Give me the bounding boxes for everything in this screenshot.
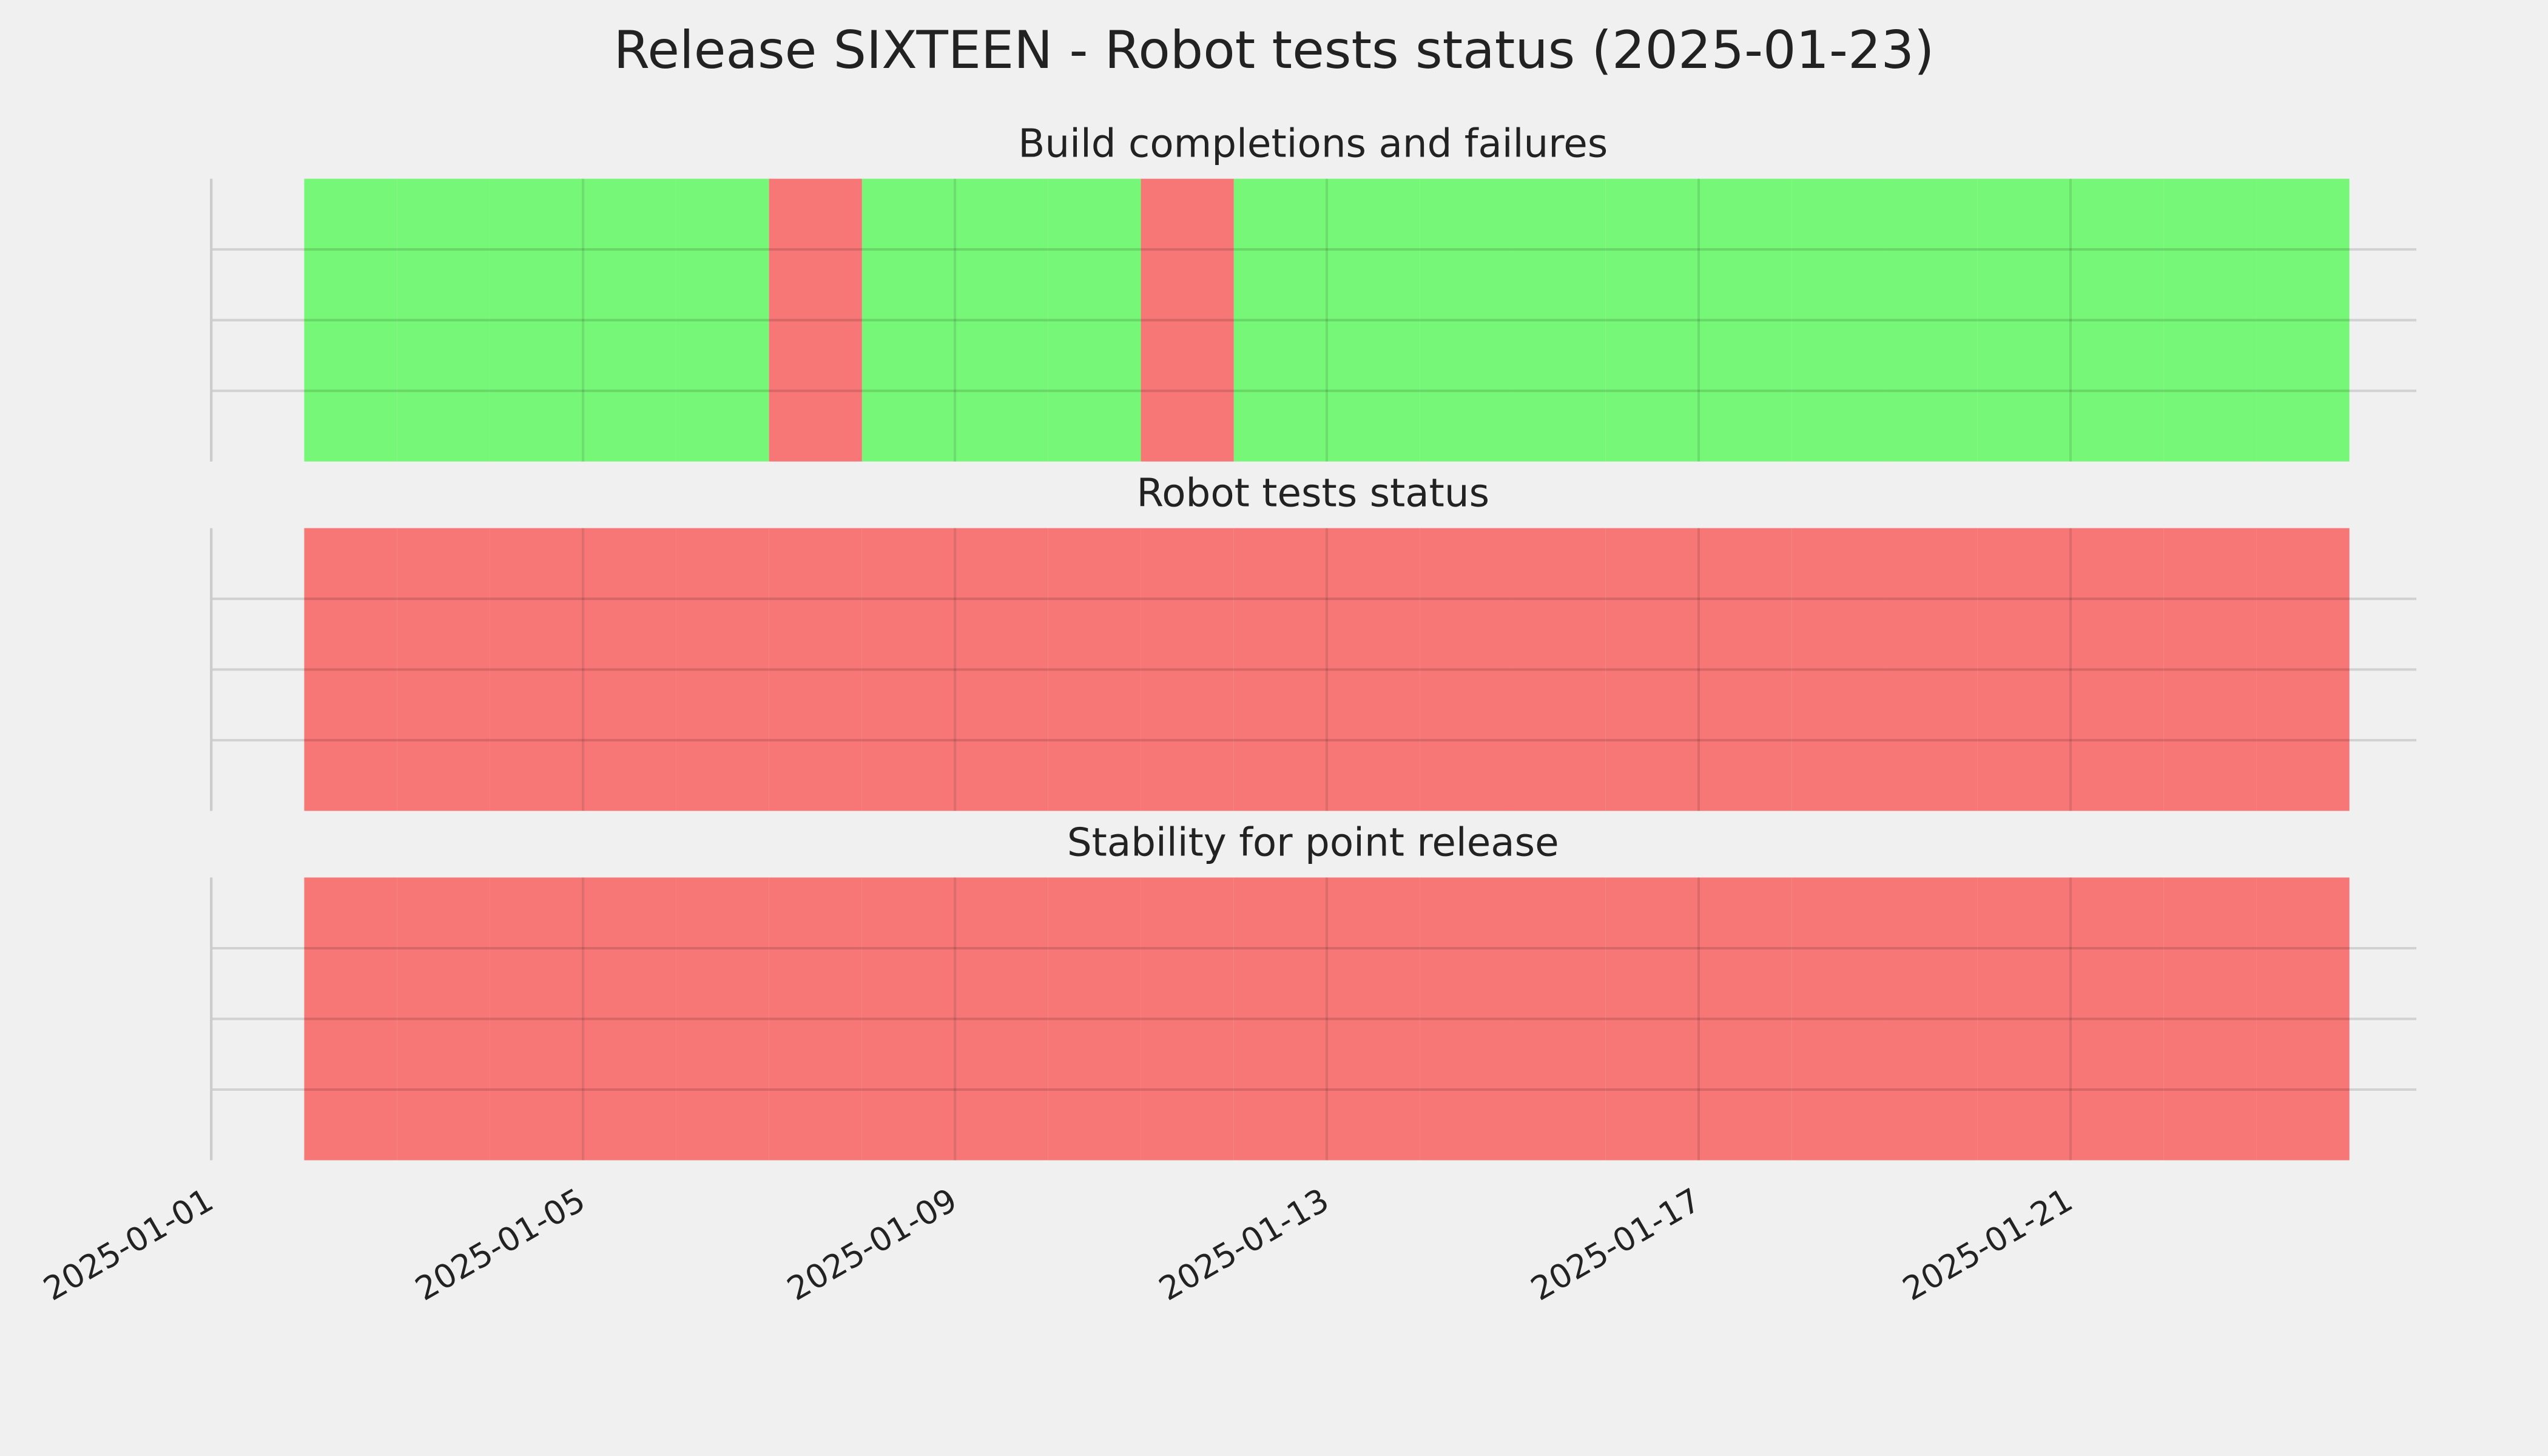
day-span xyxy=(1512,528,1606,811)
day-span xyxy=(583,178,676,462)
day-span xyxy=(1420,178,1513,462)
day-span xyxy=(2070,178,2164,462)
day-span xyxy=(1512,877,1606,1161)
day-span xyxy=(1605,178,1699,462)
day-span xyxy=(955,178,1048,462)
day-span xyxy=(583,877,676,1161)
day-span xyxy=(1141,877,1234,1161)
day-span xyxy=(490,178,584,462)
day-span xyxy=(304,877,397,1161)
day-span xyxy=(1048,528,1141,811)
day-span xyxy=(1884,178,1978,462)
day-span xyxy=(1977,877,2071,1161)
chart-title: Release SIXTEEN - Robot tests status (20… xyxy=(614,20,1935,81)
day-span xyxy=(676,528,769,811)
day-span xyxy=(1233,528,1327,811)
day-span xyxy=(2256,877,2350,1161)
day-span xyxy=(769,178,862,462)
day-span xyxy=(397,178,490,462)
day-span xyxy=(861,877,956,1161)
day-span xyxy=(2256,178,2350,462)
day-span xyxy=(676,178,769,462)
day-span xyxy=(1884,528,1978,811)
subplot-title: Build completions and failures xyxy=(1018,121,1608,167)
day-span xyxy=(1699,178,1792,462)
subplot-title: Robot tests status xyxy=(1136,471,1489,516)
day-span xyxy=(2163,178,2257,462)
day-span xyxy=(1327,877,1420,1161)
day-span xyxy=(955,877,1048,1161)
day-span xyxy=(1512,178,1606,462)
day-span xyxy=(1605,528,1699,811)
day-span xyxy=(1233,178,1327,462)
day-span xyxy=(769,877,862,1161)
day-span xyxy=(1327,528,1420,811)
day-span xyxy=(1699,877,1792,1161)
day-span xyxy=(304,178,397,462)
day-span xyxy=(1884,877,1978,1161)
day-span xyxy=(1977,528,2071,811)
day-span xyxy=(1977,178,2071,462)
day-span xyxy=(2163,528,2257,811)
day-span xyxy=(861,528,956,811)
day-span xyxy=(304,528,397,811)
day-span xyxy=(397,877,490,1161)
subplot-title: Stability for point release xyxy=(1067,820,1559,865)
day-span xyxy=(2070,877,2164,1161)
day-span xyxy=(2163,877,2257,1161)
day-span xyxy=(1420,877,1513,1161)
day-span xyxy=(1699,528,1792,811)
day-span xyxy=(1605,877,1699,1161)
day-span xyxy=(2256,528,2350,811)
day-span xyxy=(1420,528,1513,811)
day-span xyxy=(1233,877,1327,1161)
day-span xyxy=(1791,528,1885,811)
day-span xyxy=(583,528,676,811)
day-span xyxy=(676,877,769,1161)
day-span xyxy=(861,178,956,462)
day-span xyxy=(1791,877,1885,1161)
day-span xyxy=(1791,178,1885,462)
day-span xyxy=(955,528,1048,811)
day-span xyxy=(490,528,584,811)
day-span xyxy=(1141,178,1234,462)
day-span xyxy=(1048,877,1141,1161)
day-span xyxy=(769,528,862,811)
day-span xyxy=(490,877,584,1161)
day-span xyxy=(1327,178,1420,462)
day-span xyxy=(397,528,490,811)
day-span xyxy=(1141,528,1234,811)
day-span xyxy=(2070,528,2164,811)
day-span xyxy=(1048,178,1141,462)
